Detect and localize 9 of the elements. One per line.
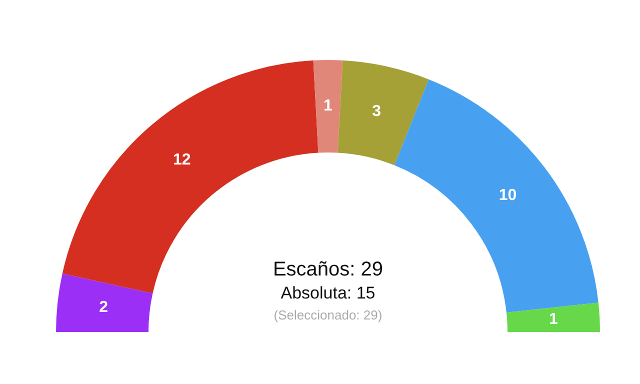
text: Escaños: 29 <box>272 258 384 281</box>
data-label: 1 <box>548 311 558 328</box>
data-label: 10 <box>498 186 517 204</box>
data-label: 12 <box>172 151 191 168</box>
data-label: 1 <box>324 98 333 115</box>
data-label: 3 <box>372 102 382 120</box>
data-label: 2 <box>99 298 108 316</box>
text: (Seleccionado: 29) <box>274 308 382 323</box>
text: Absoluta: 15 <box>280 284 376 303</box>
